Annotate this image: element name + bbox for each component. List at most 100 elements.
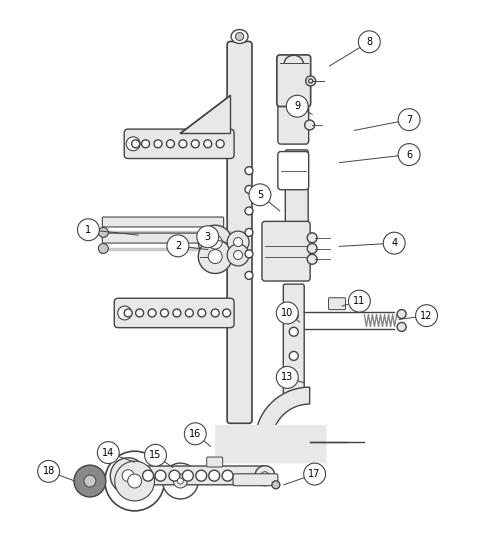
Text: 2: 2 [175,241,181,251]
Circle shape [384,232,405,254]
Circle shape [227,244,249,266]
Polygon shape [255,387,310,442]
FancyBboxPatch shape [114,298,234,328]
Circle shape [122,470,134,482]
FancyBboxPatch shape [286,150,308,229]
Circle shape [184,423,206,445]
Circle shape [208,470,220,481]
FancyBboxPatch shape [233,474,278,485]
Circle shape [204,140,212,148]
Text: 9: 9 [294,101,300,111]
Circle shape [348,290,370,312]
Circle shape [234,251,242,259]
Circle shape [148,309,156,317]
Polygon shape [180,96,230,133]
Text: 16: 16 [189,429,202,439]
Circle shape [416,305,438,327]
FancyBboxPatch shape [277,55,310,106]
Circle shape [358,31,380,53]
Circle shape [186,309,194,317]
Circle shape [290,311,298,320]
Circle shape [118,306,132,320]
Circle shape [166,140,174,148]
FancyBboxPatch shape [124,129,234,159]
Circle shape [307,233,317,243]
Circle shape [245,250,253,258]
Circle shape [98,442,119,463]
Circle shape [98,227,108,238]
Circle shape [308,79,312,83]
Circle shape [38,461,60,482]
Text: 14: 14 [102,448,115,457]
Circle shape [173,309,181,317]
Circle shape [397,309,406,319]
FancyBboxPatch shape [278,103,308,144]
FancyBboxPatch shape [328,298,345,309]
Circle shape [222,470,233,481]
FancyBboxPatch shape [206,457,222,467]
Circle shape [290,352,298,360]
Circle shape [167,235,189,257]
Text: 7: 7 [406,114,412,125]
FancyBboxPatch shape [227,42,252,423]
Circle shape [211,309,219,317]
Circle shape [304,463,326,485]
Circle shape [198,225,232,259]
Circle shape [128,474,141,488]
Circle shape [398,144,420,165]
FancyBboxPatch shape [215,425,326,463]
Circle shape [110,458,146,494]
Circle shape [272,481,280,489]
Circle shape [144,444,167,466]
Circle shape [208,249,222,264]
Circle shape [307,244,317,253]
Circle shape [136,309,143,317]
Circle shape [245,207,253,215]
Circle shape [286,95,308,117]
Text: 18: 18 [42,467,55,476]
Circle shape [84,475,96,487]
Circle shape [196,470,206,481]
Ellipse shape [236,32,244,40]
Text: 12: 12 [420,310,432,321]
Circle shape [154,140,162,148]
Text: 13: 13 [281,373,293,382]
Circle shape [276,367,298,388]
Circle shape [198,309,205,317]
Circle shape [249,184,271,206]
Circle shape [197,226,218,248]
Circle shape [178,478,184,484]
Circle shape [78,219,100,241]
Circle shape [245,228,253,237]
Circle shape [198,240,232,273]
Circle shape [255,465,275,485]
FancyBboxPatch shape [102,217,224,227]
Circle shape [155,470,166,481]
Circle shape [182,470,194,481]
Circle shape [98,244,108,253]
Circle shape [208,235,222,249]
Text: 11: 11 [354,296,366,306]
Circle shape [307,254,317,264]
Circle shape [304,120,314,130]
Circle shape [142,470,154,481]
Circle shape [115,461,154,501]
Ellipse shape [231,30,248,43]
Circle shape [174,474,188,488]
Circle shape [74,465,106,497]
Circle shape [222,309,230,317]
Text: 6: 6 [406,150,412,159]
Circle shape [126,137,140,151]
Circle shape [179,140,187,148]
Text: 3: 3 [204,232,211,242]
Circle shape [227,231,249,253]
Circle shape [290,327,298,336]
Circle shape [245,272,253,279]
FancyBboxPatch shape [284,284,304,401]
Circle shape [160,309,168,317]
Circle shape [192,140,200,148]
Circle shape [261,472,269,480]
Circle shape [245,167,253,174]
Circle shape [216,140,224,148]
Circle shape [132,140,140,148]
